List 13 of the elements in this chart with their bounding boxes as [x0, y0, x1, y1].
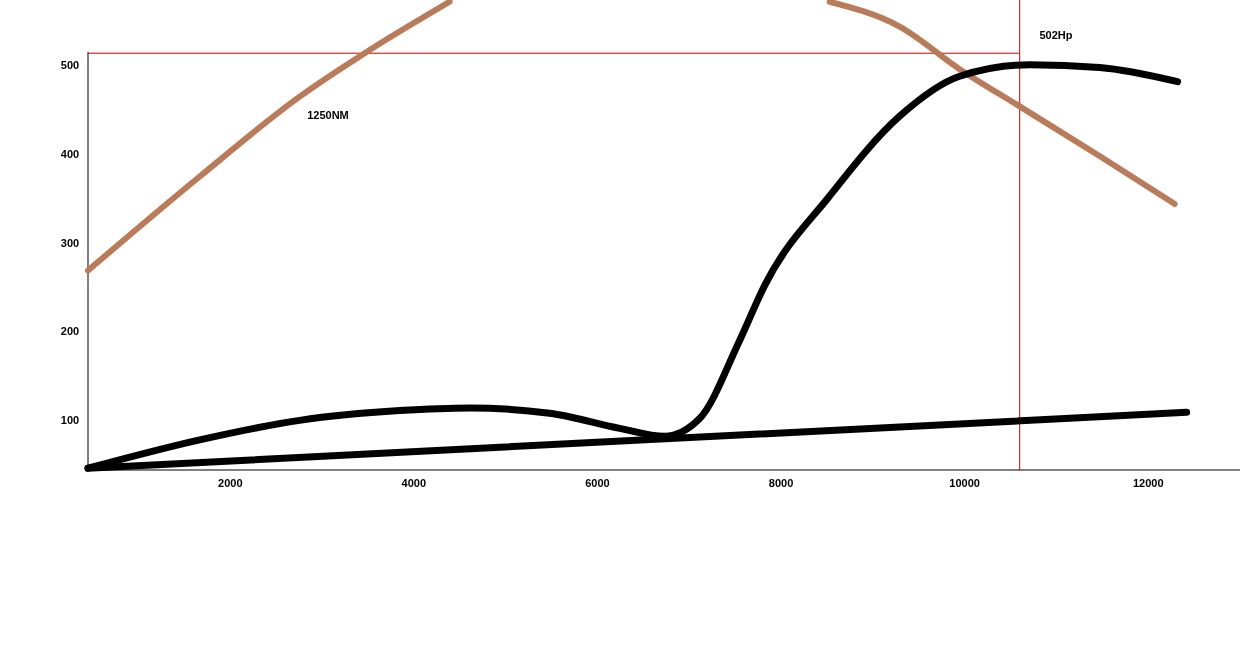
y-tick-label: 300 — [60, 236, 80, 249]
x-tick-label: 10000 — [949, 476, 980, 489]
x-tick-label: 6000 — [585, 476, 610, 489]
y-tick-label: 500 — [60, 59, 80, 72]
annotation: 1250NM — [307, 108, 349, 121]
x-tick-label: 8000 — [768, 476, 794, 489]
y-tick-label: 200 — [60, 325, 80, 338]
y-tick-label: 100 — [60, 414, 80, 427]
y-tick-label: 400 — [60, 148, 80, 161]
x-tick-label: 12000 — [1132, 476, 1164, 489]
x-tick-label: 4000 — [401, 476, 427, 489]
x-tick-label: 2000 — [218, 476, 243, 489]
ref-line-label: 502Hp — [1039, 29, 1073, 42]
